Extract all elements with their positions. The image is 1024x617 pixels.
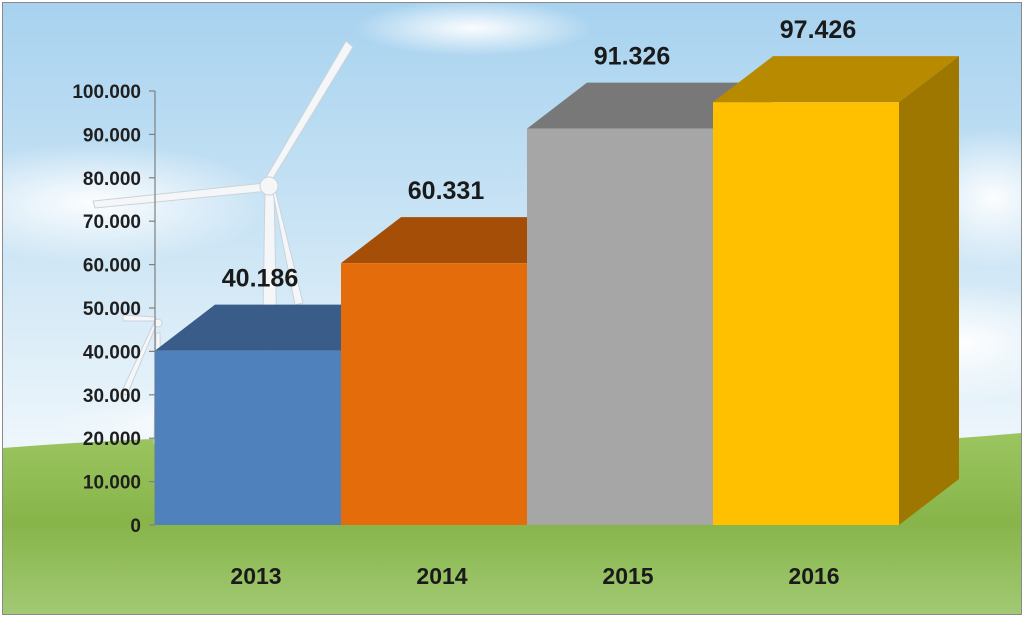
- y-tick-label: 90.000: [83, 125, 141, 146]
- x-tick-label: 2013: [230, 563, 281, 589]
- bar-front: [341, 263, 527, 525]
- bar-side: [899, 56, 959, 525]
- bar-top: [713, 56, 959, 103]
- y-tick-label: 50.000: [83, 299, 141, 320]
- x-tick-label: 2014: [416, 563, 467, 589]
- x-tick-label: 2016: [788, 563, 839, 589]
- bar-front: [527, 128, 713, 526]
- data-label: 91.326: [594, 43, 670, 71]
- y-axis: 0 10.000 20.000 30.000 40.000 50.000 60.000 70.…: [72, 82, 156, 537]
- data-label: 40.186: [222, 265, 298, 293]
- y-tick-label: 10.000: [83, 473, 141, 494]
- y-tick-label: 0: [130, 516, 141, 537]
- y-tick-label: 60.000: [83, 256, 141, 277]
- bar-top: [527, 82, 773, 129]
- y-tick-label: 40.000: [83, 342, 141, 363]
- cloud: [353, 3, 593, 56]
- y-tick-label: 20.000: [83, 429, 141, 450]
- data-label: 60.331: [408, 177, 485, 205]
- bars: [155, 56, 959, 526]
- labels: 2013 40.186 2014 60.331 2015 91.326 2016 97.426: [222, 16, 856, 589]
- bar-top: [155, 304, 401, 351]
- bar-top: [341, 217, 587, 264]
- bar-front: [713, 102, 899, 526]
- y-tick-label: 30.000: [83, 386, 141, 407]
- x-tick-label: 2015: [602, 563, 653, 589]
- bar-chart: 0 10.000 20.000 30.000 40.000 50.000 60.000 70.…: [3, 3, 1021, 614]
- y-tick-label: 80.000: [83, 169, 141, 190]
- data-label: 97.426: [780, 16, 856, 44]
- bar-2016: [713, 56, 959, 526]
- y-tick-label: 100.000: [72, 82, 141, 103]
- y-tick-label: 70.000: [83, 212, 141, 233]
- bar-front: [155, 350, 341, 525]
